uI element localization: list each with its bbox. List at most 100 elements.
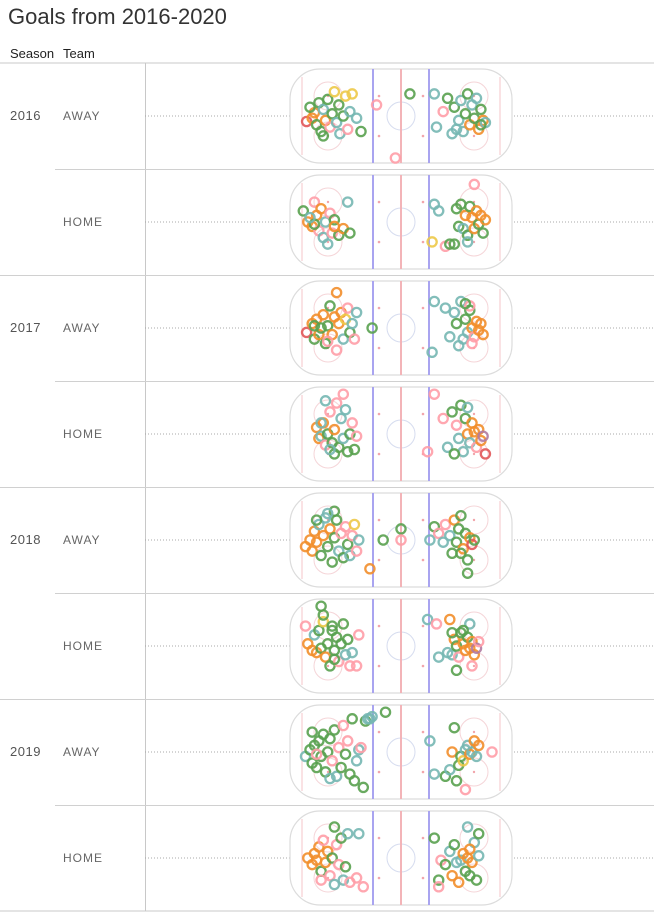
goal-marker bbox=[446, 626, 458, 639]
goal-marker bbox=[466, 856, 478, 869]
goal-marker bbox=[366, 322, 378, 334]
goal-marker bbox=[377, 534, 389, 546]
goal-marker bbox=[446, 869, 458, 882]
goal-marker bbox=[421, 445, 434, 458]
goal-marker bbox=[346, 317, 358, 330]
goal-marker bbox=[426, 236, 438, 248]
goal-marker bbox=[448, 306, 461, 319]
goal-marker bbox=[304, 211, 316, 224]
goal-marker bbox=[395, 534, 407, 546]
neutral-dot bbox=[421, 240, 425, 244]
goal-marker bbox=[439, 518, 452, 531]
goal-marker bbox=[448, 101, 461, 113]
goal-marker bbox=[444, 763, 456, 776]
goal-marker bbox=[333, 741, 345, 754]
neutral-dot bbox=[377, 346, 381, 350]
goal-marker bbox=[308, 320, 321, 332]
faceoff-dot bbox=[326, 664, 330, 668]
goal-marker bbox=[321, 746, 334, 758]
goal-marker bbox=[426, 346, 438, 359]
faceoff-dot bbox=[472, 664, 476, 668]
goal-marker bbox=[317, 834, 330, 847]
neutral-dot bbox=[421, 770, 425, 774]
goal-marker bbox=[477, 328, 489, 341]
goal-marker bbox=[317, 615, 330, 628]
goal-marker bbox=[446, 406, 458, 418]
goal-marker bbox=[428, 832, 441, 844]
neutral-dot bbox=[377, 730, 381, 734]
goal-marker bbox=[337, 388, 350, 400]
neutral-dot bbox=[377, 94, 381, 98]
goal-marker bbox=[321, 93, 334, 106]
goal-marker bbox=[379, 706, 392, 718]
faceoff-circle bbox=[313, 717, 343, 747]
season-label: 2019 bbox=[10, 744, 41, 759]
goal-marker bbox=[430, 618, 443, 630]
neutral-dot bbox=[377, 518, 381, 522]
neutral-dot bbox=[377, 134, 381, 138]
neutral-dot bbox=[421, 346, 425, 350]
goal-marker bbox=[317, 609, 330, 621]
goal-marker bbox=[337, 333, 350, 345]
goal-marker bbox=[466, 660, 478, 672]
team-label: AWAY bbox=[63, 109, 101, 123]
faceoff-dot bbox=[472, 518, 476, 522]
goal-marker bbox=[348, 518, 361, 531]
goal-marker bbox=[339, 90, 352, 102]
goal-marker bbox=[297, 205, 310, 217]
goal-marker bbox=[350, 660, 363, 672]
faceoff-dot bbox=[472, 412, 476, 416]
goal-marker bbox=[337, 874, 350, 886]
faceoff-dot bbox=[472, 240, 476, 244]
goal-marker bbox=[428, 388, 441, 400]
goal-marker bbox=[389, 152, 402, 164]
goal-marker bbox=[455, 399, 467, 411]
goal-marker bbox=[315, 549, 327, 562]
goal-marker bbox=[428, 768, 441, 780]
goal-marker bbox=[455, 547, 467, 560]
goal-marker bbox=[479, 448, 492, 460]
neutral-dot bbox=[421, 200, 425, 204]
goal-marker bbox=[450, 317, 463, 330]
goal-marker bbox=[339, 403, 352, 416]
faceoff-dot bbox=[472, 558, 476, 562]
goal-marker bbox=[450, 123, 463, 136]
goal-marker bbox=[395, 523, 407, 535]
neutral-dot bbox=[421, 664, 425, 668]
goal-marker bbox=[317, 103, 330, 116]
goal-marker bbox=[328, 214, 341, 226]
goal-marker bbox=[330, 116, 343, 129]
goal-marker bbox=[335, 761, 347, 774]
goal-marker bbox=[472, 635, 485, 648]
goal-marker bbox=[339, 748, 352, 760]
goal-marker bbox=[437, 105, 449, 118]
goal-marker bbox=[444, 331, 456, 343]
goal-marker bbox=[475, 103, 487, 116]
goal-marker bbox=[459, 313, 472, 325]
goal-marker bbox=[319, 337, 332, 350]
goal-marker bbox=[477, 430, 489, 442]
goal-marker bbox=[470, 874, 483, 886]
goal-marker bbox=[437, 412, 449, 425]
goal-marker bbox=[468, 178, 481, 191]
goal-marker bbox=[310, 761, 323, 774]
goal-marker bbox=[464, 843, 476, 855]
goal-marker bbox=[459, 783, 472, 796]
goal-marker bbox=[450, 664, 463, 677]
goal-marker bbox=[341, 445, 354, 458]
goal-marker bbox=[330, 286, 343, 299]
faceoff-circle bbox=[313, 823, 343, 853]
goal-marker bbox=[304, 534, 316, 546]
goal-marker bbox=[475, 317, 487, 330]
goal-marker bbox=[448, 633, 461, 646]
page-title: Goals from 2016-2020 bbox=[8, 4, 227, 29]
goal-marker bbox=[328, 724, 341, 736]
goal-marker bbox=[326, 556, 338, 568]
goal-marker bbox=[448, 721, 461, 734]
goal-marker bbox=[344, 428, 356, 440]
goal-marker bbox=[317, 130, 330, 142]
goal-marker bbox=[313, 432, 325, 445]
goal-marker bbox=[313, 624, 325, 637]
rink bbox=[289, 174, 513, 270]
faceoff-circle bbox=[459, 227, 489, 257]
